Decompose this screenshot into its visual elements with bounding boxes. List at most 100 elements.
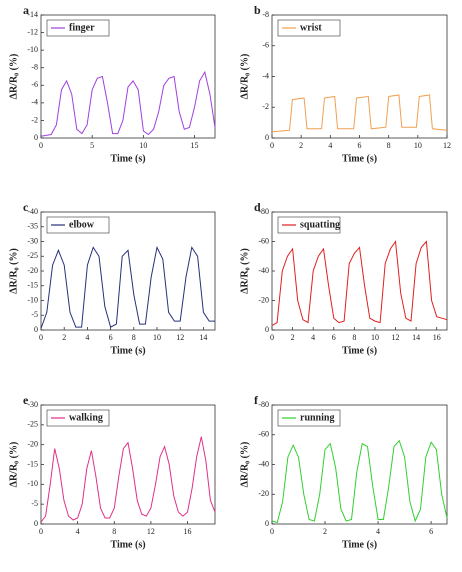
y-tick-label: 0 [34,325,38,334]
x-tick-label: 14 [199,333,207,342]
x-tick-label: 12 [147,527,155,536]
y-tick-label: -6 [262,41,269,50]
panel-label: f [254,393,259,407]
y-tick-label: 0 [265,325,269,334]
y-tick-label: -80 [258,207,269,216]
x-tick-label: 2 [62,333,66,342]
y-tick-label: -4 [31,98,38,107]
data-line [271,94,448,133]
y-tick-label: -40 [27,207,38,216]
x-tick-label: 0 [39,141,43,150]
legend-box [46,409,110,427]
y-tick-label: -8 [262,10,269,19]
y-tick-label: -8 [31,63,38,72]
x-tick-label: 0 [270,141,274,150]
panel-label: b [254,3,261,17]
data-line [271,240,448,327]
x-tick-label: 4 [328,141,332,150]
y-axis-label: ΔR/R₀ (%) [239,54,250,100]
x-axis-label: Time (s) [342,345,377,356]
data-line [40,70,216,137]
x-tick-label: 6 [429,527,433,536]
y-tick-label: -5 [31,310,38,319]
x-axis-label: Time (s) [110,153,145,164]
y-tick-label: 0 [34,519,38,528]
y-tick-label: -5 [31,499,38,508]
panel-label: c [23,200,29,214]
x-tick-label: 12 [443,141,451,150]
y-tick-label: -25 [27,251,38,260]
x-tick-label: 10 [139,141,147,150]
y-tick-label: -12 [27,27,38,36]
x-tick-label: 5 [90,141,94,150]
y-tick-label: -40 [258,266,269,275]
x-tick-label: 0 [39,527,43,536]
y-tick-label: -30 [27,236,38,245]
y-tick-label: -20 [27,439,38,448]
y-tick-label: -2 [262,102,269,111]
panel: 0 2 4 6 8 10 12 14 0 -5 -10 -15 -20 -25 -30 -35 -40 Time … [8,200,216,356]
x-tick-label: 2 [323,527,327,536]
y-axis-label: ΔR/R₀ (%) [239,248,250,294]
legend-box [46,19,110,37]
legend-box [277,409,341,427]
x-tick-label: 4 [376,527,380,536]
x-tick-label: 16 [184,527,192,536]
x-axis-label: Time (s) [110,345,145,356]
x-tick-label: 8 [352,333,356,342]
legend-label: wrist [300,22,322,33]
y-tick-label: -20 [258,489,269,498]
y-axis-label: ΔR/R₀ (%) [239,442,250,488]
x-tick-label: 4 [76,527,80,536]
y-tick-label: -40 [258,459,269,468]
x-axis-label: Time (s) [342,539,377,550]
x-tick-label: 10 [371,333,379,342]
panel-label: d [254,200,261,214]
x-tick-label: 4 [85,333,89,342]
x-tick-label: 10 [414,141,422,150]
legend-label: finger [69,22,95,33]
panel-label: e [23,393,29,407]
panel: 0 4 8 12 16 0 -5 -10 -15 -20 -25 -30 Time (s) ΔR/R₀ (… [8,393,216,550]
plot-frame [40,14,216,139]
x-tick-label: 8 [112,527,116,536]
x-tick-label: 16 [433,333,441,342]
x-tick-label: 6 [358,141,362,150]
x-tick-label: 10 [153,333,161,342]
panel-label: a [23,3,29,17]
x-axis-label: Time (s) [342,153,377,164]
x-tick-label: 8 [387,141,391,150]
legend-label: squatting [300,219,340,230]
y-axis-label: ΔR/R₀ (%) [8,54,19,100]
legend-box [46,216,110,234]
x-tick-label: 15 [191,141,199,150]
x-tick-label: 14 [412,333,420,342]
legend-label: walking [69,412,103,423]
legend-label: running [300,412,334,423]
legend-box [277,216,341,234]
y-tick-label: -15 [27,281,38,290]
panel: 0 2 4 6 0 -20 -40 -60 -80 Time (s) ΔR/R₀ (%) f runni… [239,393,448,550]
y-tick-label: -15 [27,459,38,468]
x-tick-label: 0 [270,333,274,342]
x-tick-label: 12 [392,333,400,342]
x-tick-label: 2 [299,141,303,150]
y-tick-label: 0 [265,519,269,528]
y-axis-label: ΔR/R₀ (%) [8,248,19,294]
x-tick-label: 0 [39,333,43,342]
y-tick-label: -10 [27,479,38,488]
x-tick-label: 2 [291,333,295,342]
y-axis-label: ΔR/R₀ (%) [8,442,19,488]
panel: 0 2 4 6 8 10 12 0 -2 -4 -6 -8 Time (s) ΔR/R₀ (%) b wris… [239,3,451,165]
data-line [271,439,448,524]
x-tick-label: 4 [311,333,315,342]
y-tick-label: -2 [31,115,38,124]
y-tick-label: -20 [258,295,269,304]
y-tick-label: -60 [258,430,269,439]
y-tick-label: -30 [27,400,38,409]
y-tick-label: -60 [258,236,269,245]
panel: 0 5 10 15 0 -2 -4 -6 -8 -10 -12 -14 Time (s) ΔR/R₀ (%… [8,3,216,164]
x-tick-label: 12 [176,333,184,342]
x-tick-label: 6 [109,333,113,342]
